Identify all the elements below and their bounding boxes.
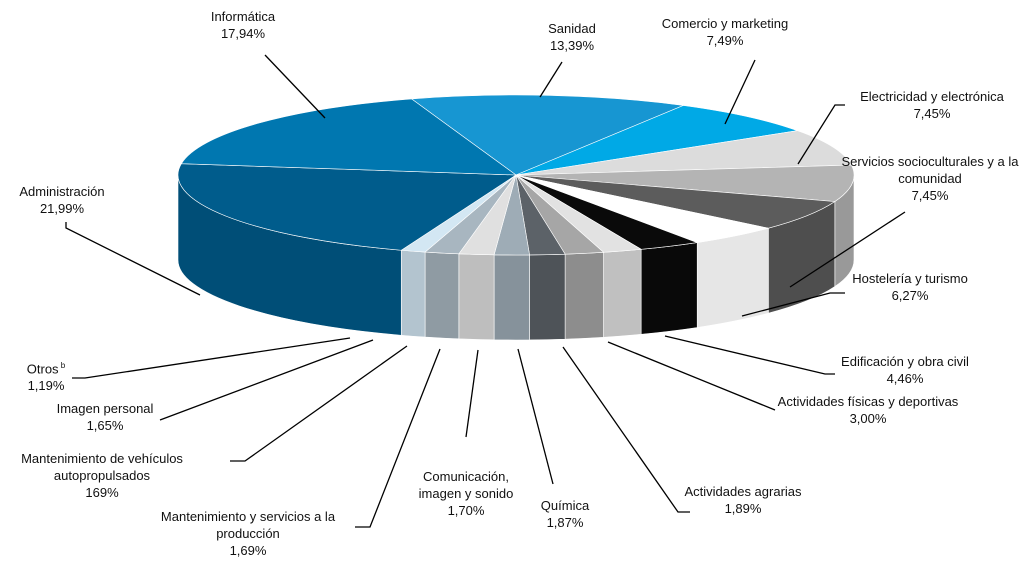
category-name: Comercio y marketing — [661, 16, 789, 31]
value-label: 7,49% — [706, 33, 744, 48]
value-label: 17,94% — [220, 26, 266, 41]
leader-line — [789, 211, 906, 288]
leader-line — [230, 345, 408, 462]
value-label: 1,69% — [229, 543, 267, 558]
value-label: 169% — [85, 485, 119, 500]
slice — [515, 130, 852, 176]
value-label: 13,39% — [549, 38, 595, 53]
slice — [177, 163, 517, 251]
slice-label: Comercio y marketing 7,49% — [640, 15, 810, 49]
slice-label: Química 1,87% — [520, 497, 610, 531]
leader-line — [72, 337, 351, 379]
slice-side — [493, 254, 530, 341]
slice-label: Edificación y obra civil 4,46% — [820, 353, 990, 387]
slice — [515, 174, 836, 229]
category-name: Química — [540, 498, 590, 513]
slice-label: Mantenimiento y servicios a la producció… — [143, 508, 353, 559]
slice-label: Administración 21,99% — [2, 183, 122, 217]
category-name: Imagen personal — [56, 401, 154, 416]
category-name: Electricidad y electrónica — [860, 89, 1004, 104]
value-label: 21,99% — [39, 201, 85, 216]
category-name: Servicios socioculturales y a la comunid… — [841, 154, 1019, 186]
slice-label: Hostelería y turismo 6,27% — [830, 270, 990, 304]
slice-label: Electricidad y electrónica 7,45% — [832, 88, 1031, 122]
slice-side — [696, 227, 769, 328]
category-name: Hostelería y turismo — [852, 271, 968, 286]
value-label: 7,45% — [913, 106, 951, 121]
category-name: Actividades agrarias — [684, 484, 802, 499]
leader-line — [465, 349, 479, 438]
category-name: Informática — [210, 9, 276, 24]
value-label: 4,46% — [886, 371, 924, 386]
slice — [180, 98, 517, 176]
value-label: 6,27% — [891, 288, 929, 303]
leader-line — [159, 339, 374, 421]
leader-line — [797, 104, 845, 165]
slice-label: Comunicación, imagen y sonido 1,70% — [401, 468, 531, 519]
slice-label: Mantenimiento de vehículos autopropulsad… — [2, 450, 202, 501]
leader-line — [664, 335, 835, 375]
category-name: Sanidad — [548, 21, 596, 36]
category-name: Edificación y obra civil — [841, 354, 969, 369]
slice-side — [640, 242, 698, 335]
value-label: 1,89% — [724, 501, 762, 516]
value-label: 1,70% — [447, 503, 485, 518]
value-label: 7,45% — [911, 188, 949, 203]
leader-line — [724, 59, 756, 125]
slice-side — [529, 253, 566, 341]
slice-side — [400, 249, 426, 338]
slice-label: Imagen personal 1,65% — [30, 400, 180, 434]
leader-line — [562, 346, 690, 513]
value-label: 3,00% — [849, 411, 887, 426]
slice-side — [603, 248, 642, 338]
category-name: Otros — [26, 361, 59, 377]
footnote-mark: b — [58, 361, 66, 370]
leader-line — [517, 348, 554, 485]
category-name: Mantenimiento de vehículos autopropulsad… — [21, 451, 183, 483]
slice-side — [424, 251, 460, 340]
slice — [515, 105, 798, 176]
slice-label: Actividades agrarias 1,89% — [658, 483, 828, 517]
slice-label: Sanidad 13,39% — [502, 20, 642, 54]
value-label: 1,19% — [27, 378, 65, 394]
slice-label: Actividades físicas y deportivas 3,00% — [768, 393, 968, 427]
category-name: Mantenimiento y servicios a la producció… — [160, 509, 336, 541]
slice-label: Otros b 1,19% — [16, 357, 76, 394]
category-name: Actividades físicas y deportivas — [777, 394, 959, 409]
slice-label: Servicios socioculturales y a la comunid… — [830, 153, 1030, 204]
leader-line — [355, 348, 441, 528]
leader-line — [539, 61, 563, 98]
category-name: Comunicación, imagen y sonido — [418, 469, 514, 501]
slice-side — [564, 251, 604, 340]
leader-line — [607, 341, 776, 411]
value-label: 1,65% — [86, 418, 124, 433]
slice — [515, 164, 855, 202]
category-name: Administración — [19, 184, 105, 199]
slice-label: Informática 17,94% — [183, 8, 303, 42]
leader-line — [741, 292, 845, 317]
value-label: 1,87% — [546, 515, 584, 530]
leader-line — [65, 222, 201, 296]
slice-side — [458, 253, 495, 341]
leader-line — [264, 54, 326, 119]
slice — [410, 94, 685, 176]
